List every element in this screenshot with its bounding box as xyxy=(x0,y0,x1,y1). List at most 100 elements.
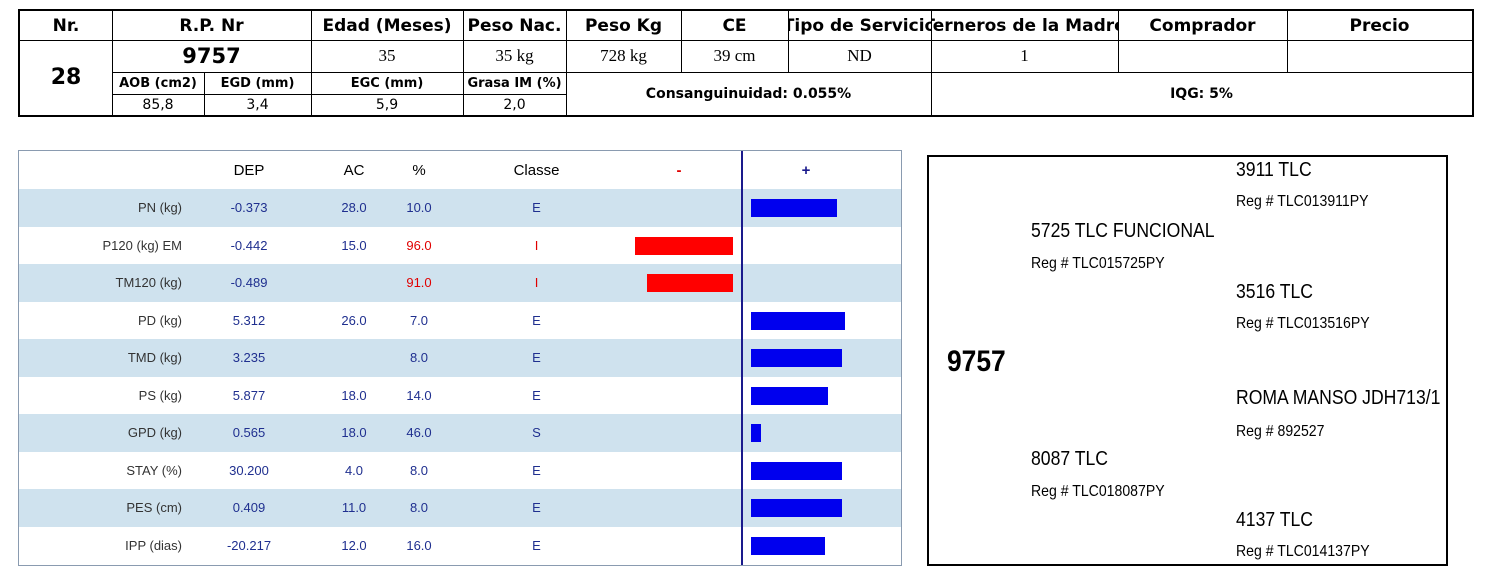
epd-ac-value xyxy=(329,264,379,302)
epd-ac-value xyxy=(329,339,379,377)
epd-dep-value: -0.442 xyxy=(230,237,268,253)
epd-table: DEP AC % Classe - + PN (kg) -0.373 28.0 10.… xyxy=(18,150,902,566)
epd-classe-value: I xyxy=(534,237,539,253)
grid-line xyxy=(788,11,789,72)
epd-pct-value: 91.0 xyxy=(406,275,432,291)
sire-sire-reg: Reg # TLC013911PY xyxy=(1236,193,1369,210)
peso-nac-value: 35 kg xyxy=(495,46,534,65)
epd-positive-bar xyxy=(751,311,845,330)
epd-trait-label: PES (cm) xyxy=(126,500,182,516)
epd-classe-value: E xyxy=(532,537,541,553)
animal-id: 9757 xyxy=(947,345,1006,378)
epd-negative-bar xyxy=(634,236,733,255)
epd-ac-value: 26.0 xyxy=(341,312,367,328)
consanguinidad: Consanguinuidad: 0.055% xyxy=(645,85,852,102)
header-peso-kg: Peso Kg xyxy=(584,15,663,36)
precio-value xyxy=(1287,40,1472,72)
header-precio: Precio xyxy=(1349,15,1410,36)
epd-ac-value: 11.0 xyxy=(341,500,367,516)
epd-row: PN (kg) -0.373 28.0 10.0 E xyxy=(19,189,901,227)
epd-trait-label: TMD (kg) xyxy=(127,350,182,366)
sire-name: 5725 TLC FUNCIONAL xyxy=(1031,220,1215,242)
dam-sire-reg: Reg # 892527 xyxy=(1236,423,1325,440)
epd-ac-value: 12.0 xyxy=(341,537,367,553)
epd-trait-label: TM120 (kg) xyxy=(115,275,182,291)
epd-dep-value: 5.312 xyxy=(232,312,266,328)
dam-name: 8087 TLC xyxy=(1031,448,1108,470)
grasa-im-label: Grasa IM (%) xyxy=(467,75,562,91)
epd-trait-label: P120 (kg) EM xyxy=(102,237,182,253)
sire-sire-name: 3911 TLC xyxy=(1236,159,1312,181)
col-minus-header: - xyxy=(676,161,682,179)
col-classe-header: Classe xyxy=(513,161,560,179)
dam-reg: Reg # TLC018087PY xyxy=(1031,483,1165,500)
epd-dep-value: 0.409 xyxy=(232,500,266,516)
grid-line xyxy=(463,11,464,115)
epd-pct-value: 8.0 xyxy=(409,350,429,366)
epd-row: IPP (dias) -20.217 12.0 16.0 E xyxy=(19,527,901,565)
epd-classe-value: E xyxy=(532,350,541,366)
epd-trait-label: PN (kg) xyxy=(137,200,182,216)
epd-dep-value: 5.877 xyxy=(232,387,266,403)
epd-pct-value: 7.0 xyxy=(409,312,429,328)
sire-dam-reg: Reg # TLC013516PY xyxy=(1236,315,1370,332)
epd-classe-value: E xyxy=(532,387,541,403)
grid-line xyxy=(566,11,567,115)
egd-value: 3,4 xyxy=(246,96,269,113)
sire-dam-name: 3516 TLC xyxy=(1236,281,1313,303)
pedigree-box: 3911 TLC Reg # TLC013911PY 5725 TLC FUNC… xyxy=(927,155,1448,566)
egc-label: EGC (mm) xyxy=(350,75,424,91)
epd-pct-value: 8.0 xyxy=(409,462,429,478)
epd-classe-value: E xyxy=(532,200,541,216)
epd-dep-value: 0.565 xyxy=(232,425,266,441)
ce-value: 39 cm xyxy=(713,46,756,65)
epd-classe-value: E xyxy=(532,462,541,478)
epd-pct-value: 16.0 xyxy=(406,537,432,553)
epd-positive-bar xyxy=(751,461,843,480)
epd-pct-value: 8.0 xyxy=(409,500,429,516)
col-ac-header: AC xyxy=(343,161,365,179)
epd-ac-value: 28.0 xyxy=(341,200,367,216)
header-terneros: Terneros de la Madre xyxy=(931,15,1118,36)
grid-line xyxy=(20,40,1472,41)
epd-classe-value: I xyxy=(534,275,539,291)
epd-negative-bar xyxy=(646,274,733,292)
header-nr: Nr. xyxy=(52,15,80,36)
sire-reg: Reg # TLC015725PY xyxy=(1031,255,1165,272)
epd-trait-label: IPP (dias) xyxy=(125,537,182,553)
grid-line xyxy=(1287,11,1288,72)
col-pct-header: % xyxy=(412,161,426,179)
grasa-im-value: 2,0 xyxy=(503,96,526,113)
epd-trait-label: PD (kg) xyxy=(137,312,182,328)
epd-positive-bar xyxy=(751,199,838,217)
epd-pct-value: 10.0 xyxy=(406,200,432,216)
epd-trait-label: STAY (%) xyxy=(126,462,182,478)
epd-row: TM120 (kg) -0.489 91.0 I xyxy=(19,264,901,302)
dam-sire-name: ROMA MANSO JDH713/1 xyxy=(1236,387,1441,409)
epd-row: PD (kg) 5.312 26.0 7.0 E xyxy=(19,302,901,340)
epd-row: TMD (kg) 3.235 8.0 E xyxy=(19,339,901,377)
header-ce: CE xyxy=(722,15,747,36)
col-dep-header: DEP xyxy=(233,161,265,179)
grid-line xyxy=(204,72,205,115)
header-comprador: Comprador xyxy=(1149,15,1256,36)
header-tipo-servicio: Tipo de Servicio xyxy=(788,15,931,36)
epd-dep-value: 30.200 xyxy=(229,462,269,478)
epd-ac-value: 18.0 xyxy=(341,387,367,403)
grid-line xyxy=(931,11,932,115)
epd-classe-value: E xyxy=(532,500,541,516)
header-edad: Edad (Meses) xyxy=(322,15,452,36)
animal-summary-table: Nr. R.P. Nr Edad (Meses) Peso Nac. Peso … xyxy=(18,9,1474,117)
peso-kg-value: 728 kg xyxy=(600,46,647,65)
grid-line xyxy=(1118,11,1119,72)
epd-classe-value: S xyxy=(532,425,541,441)
egc-value: 5,9 xyxy=(375,96,399,113)
grid-line xyxy=(112,72,1472,73)
epd-row: STAY (%) 30.200 4.0 8.0 E xyxy=(19,452,901,490)
header-peso-nac: Peso Nac. xyxy=(467,15,562,36)
epd-pct-value: 46.0 xyxy=(406,425,432,441)
epd-ac-value: 4.0 xyxy=(344,462,364,478)
aob-label: AOB (cm2) xyxy=(119,75,197,91)
dam-dam-name: 4137 TLC xyxy=(1236,509,1313,531)
grid-line xyxy=(311,11,312,115)
